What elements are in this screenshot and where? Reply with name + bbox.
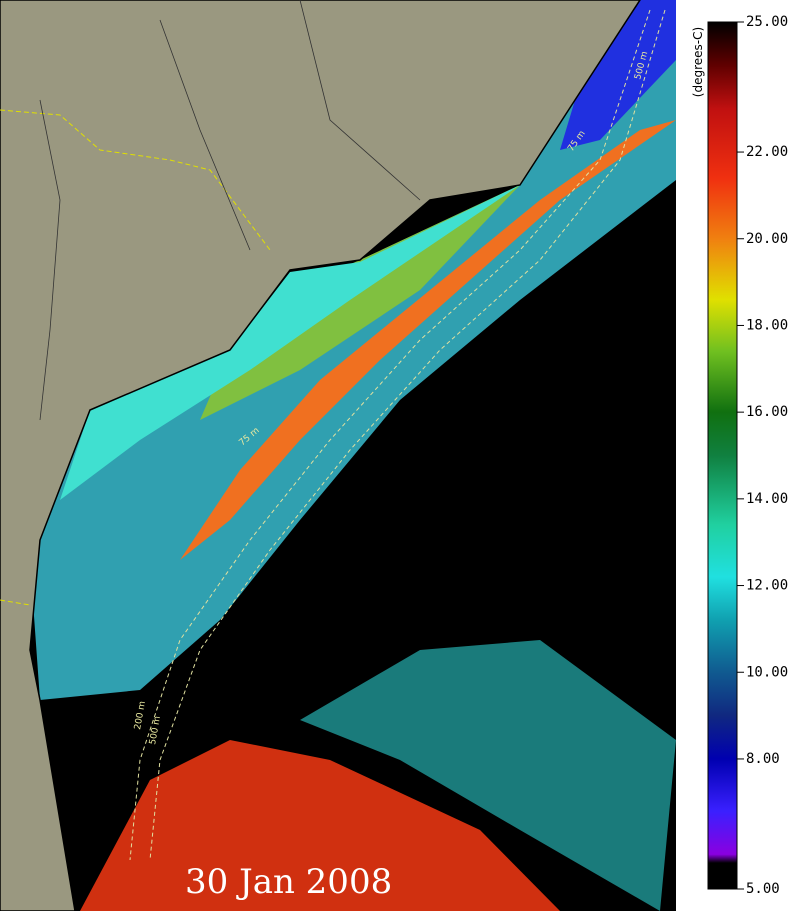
contour-label: 200 m: [133, 700, 148, 730]
contour-label: 500 m: [148, 715, 163, 745]
tick-label: 8.00: [746, 751, 780, 767]
tick-label: 10.00: [746, 664, 788, 680]
colorbar: [707, 21, 738, 890]
gulf-stream: [180, 120, 676, 560]
tick-label: 18.00: [746, 317, 788, 333]
shelf-water: [30, 0, 676, 700]
tick-label: 22.00: [746, 144, 788, 160]
cloud-patch: [300, 640, 676, 911]
county-border: [39, 0, 421, 421]
isobath: [129, 9, 651, 861]
tick-label: 20.00: [746, 231, 788, 247]
map: 75 m 500 m 75 m 200 m 500 m 30 Jan 2008: [0, 0, 676, 911]
tick-label: 12.00: [746, 578, 788, 594]
tick-label: 16.00: [746, 404, 788, 420]
colorbar-ticks: 25.00 22.00 20.00 18.00 16.00 14.00 12.00 10.00…: [737, 14, 788, 897]
state-border: [0, 109, 271, 606]
land: [0, 0, 641, 911]
tick-label: 5.00: [746, 881, 780, 897]
warm-water: [80, 740, 560, 911]
tick-label: 25.00: [746, 14, 788, 30]
cold-water: [560, 0, 676, 150]
colorbar-units: (degrees-C): [691, 27, 705, 97]
tick-label: 14.00: [746, 491, 788, 507]
mid-shelf: [200, 185, 520, 420]
date-label: 30 Jan 2008: [185, 862, 392, 902]
colorbar-panel: [676, 0, 810, 911]
isobath: [149, 9, 666, 861]
